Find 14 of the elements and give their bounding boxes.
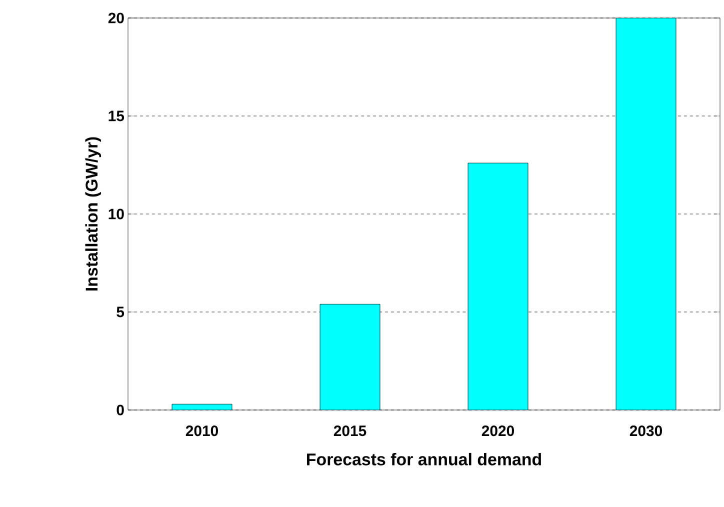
bar bbox=[616, 18, 676, 410]
x-tick-label: 2030 bbox=[630, 426, 662, 436]
bar bbox=[468, 162, 528, 410]
y-tick-label: 10 bbox=[108, 208, 124, 220]
x-axis-title: Forecasts for annual demand bbox=[307, 452, 541, 466]
bar bbox=[320, 304, 380, 410]
y-tick-label: 20 bbox=[108, 12, 124, 24]
y-tick-label: 5 bbox=[116, 306, 124, 318]
x-tick-label: 2010 bbox=[186, 426, 218, 436]
y-tick-label: 0 bbox=[116, 404, 124, 416]
x-tick-label: 2020 bbox=[482, 426, 514, 436]
x-tick-label: 2015 bbox=[334, 426, 366, 436]
y-tick-label: 15 bbox=[108, 110, 124, 122]
y-axis-title: Installation (GW/yr) bbox=[85, 137, 102, 290]
